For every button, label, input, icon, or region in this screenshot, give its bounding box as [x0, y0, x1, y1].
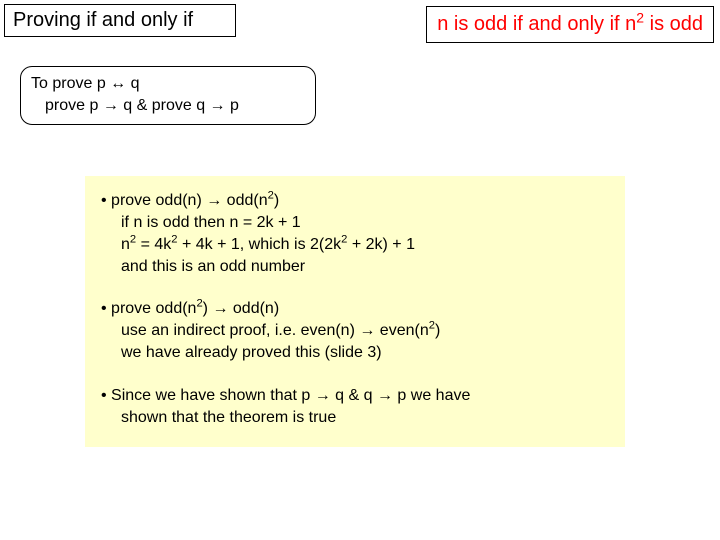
- rule-l1-post: q: [126, 75, 139, 92]
- title-left-box: Proving if and only if: [4, 4, 236, 37]
- b3-l1-post: p we have: [393, 387, 470, 404]
- proof-b1-l2: if n is odd then n = 2k + 1: [101, 212, 609, 234]
- proof-b2-l3: we have already proved this (slide 3): [101, 342, 609, 364]
- b3-l1-pre: • Since we have shown that p: [101, 387, 315, 404]
- proof-b3-l2: shown that the theorem is true: [101, 407, 609, 429]
- title-right-post: is odd: [644, 13, 703, 35]
- rule-line-1: To prove p ↔ q: [31, 73, 305, 95]
- implies-arrow-icon: →: [315, 387, 331, 404]
- title-right-pre: n is odd if and only if n: [437, 13, 636, 35]
- b2-l2-pre: use an indirect proof, i.e. even(n): [121, 322, 359, 339]
- b2-l2-post: ): [435, 322, 440, 339]
- b1-l1-pre: • prove odd(n): [101, 192, 206, 209]
- implies-arrow-icon: →: [206, 192, 222, 209]
- implies-arrow-icon: →: [377, 387, 393, 404]
- proof-block-3: • Since we have shown that p → q & q → p…: [101, 385, 609, 429]
- title-right-sup: 2: [636, 9, 644, 25]
- title-left-text: Proving if and only if: [13, 9, 193, 31]
- proof-box: • prove odd(n) → odd(n2) if n is odd the…: [85, 176, 625, 447]
- proof-b1-l1: • prove odd(n) → odd(n2): [101, 190, 609, 212]
- b1-l1-mid: odd(n: [222, 192, 267, 209]
- rule-l2-post: p: [226, 97, 239, 114]
- b1-l3-post: + 2k) + 1: [347, 236, 415, 253]
- rule-line-2: prove p → q & prove q → p: [31, 95, 305, 117]
- b3-l1-mid: q & q: [331, 387, 377, 404]
- rule-l2-mid: q & prove q: [119, 97, 210, 114]
- b1-l1-post: ): [274, 192, 279, 209]
- rule-l2-pre: prove p: [45, 97, 103, 114]
- proof-b1-l4: and this is an odd number: [101, 256, 609, 278]
- proof-block-2: • prove odd(n2) → odd(n) use an indirect…: [101, 298, 609, 364]
- b1-l3-mid2: + 4k + 1, which is 2(2k: [178, 236, 342, 253]
- title-right-box: n is odd if and only if n2 is odd: [426, 6, 714, 43]
- proof-b3-l1: • Since we have shown that p → q & q → p…: [101, 385, 609, 407]
- b1-l3-mid1: = 4k: [136, 236, 171, 253]
- implies-arrow-icon: →: [103, 97, 119, 114]
- implies-arrow-icon: →: [212, 300, 228, 317]
- iff-arrow-icon: ↔: [110, 75, 126, 92]
- proof-block-1: • prove odd(n) → odd(n2) if n is odd the…: [101, 190, 609, 278]
- proof-b2-l2: use an indirect proof, i.e. even(n) → ev…: [101, 320, 609, 342]
- b2-l1-mid: ): [203, 300, 213, 317]
- proof-b2-l1: • prove odd(n2) → odd(n): [101, 298, 609, 320]
- rule-l1-pre: To prove p: [31, 75, 110, 92]
- b2-l1-post: odd(n): [228, 300, 279, 317]
- rule-box: To prove p ↔ q prove p → q & prove q → p: [20, 66, 316, 125]
- b2-l1-pre: • prove odd(n: [101, 300, 196, 317]
- b2-l2-mid: even(n: [375, 322, 428, 339]
- proof-b1-l3: n2 = 4k2 + 4k + 1, which is 2(2k2 + 2k) …: [101, 234, 609, 256]
- implies-arrow-icon: →: [359, 322, 375, 339]
- implies-arrow-icon: →: [210, 97, 226, 114]
- b1-l3-pre: n: [121, 236, 130, 253]
